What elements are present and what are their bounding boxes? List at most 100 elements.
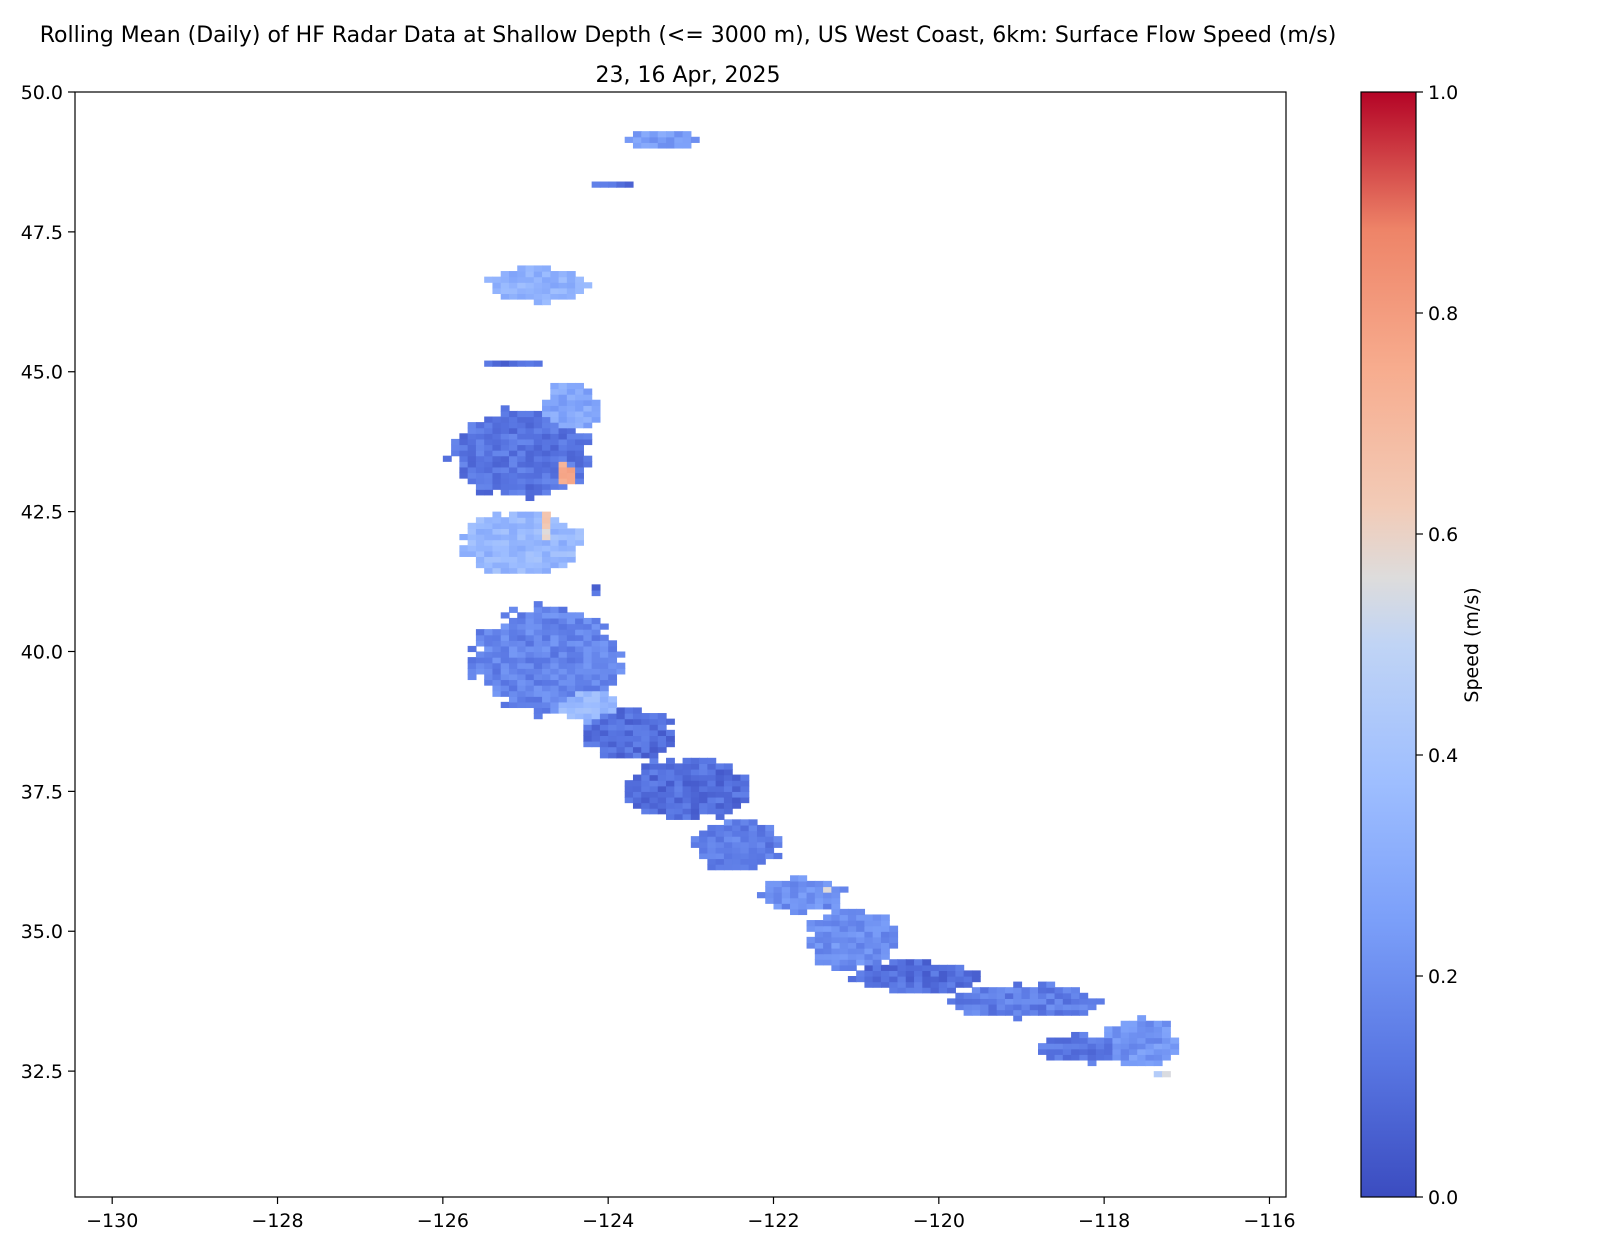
- heatmap-cell: [533, 629, 543, 636]
- heatmap-cell: [500, 293, 510, 300]
- heatmap-cell: [864, 953, 874, 960]
- heatmap-cell: [517, 444, 527, 451]
- heatmap-cell: [566, 651, 576, 658]
- heatmap-cell: [542, 472, 551, 479]
- heatmap-cell: [839, 914, 849, 921]
- heatmap-cell: [847, 942, 857, 949]
- heatmap-cell: [699, 841, 708, 848]
- heatmap-cell: [583, 645, 593, 653]
- heatmap-cell: [591, 399, 601, 406]
- heatmap-cell: [583, 617, 593, 625]
- heatmap-cell: [484, 461, 494, 468]
- heatmap-cell: [641, 746, 651, 753]
- heatmap-cell: [558, 685, 568, 692]
- heatmap-cell: [690, 841, 700, 848]
- heatmap-cell: [814, 920, 824, 927]
- heatmap-cell: [467, 539, 477, 546]
- heatmap-cell: [740, 864, 750, 871]
- heatmap-cell: [550, 651, 560, 658]
- heatmap-cell: [1137, 1059, 1147, 1067]
- heatmap-cell: [542, 550, 551, 557]
- heatmap-cell: [492, 673, 502, 681]
- heatmap-cell: [740, 819, 750, 826]
- heatmap-cell: [492, 450, 502, 457]
- heatmap-cell: [508, 489, 518, 496]
- heatmap-cell: [1104, 1048, 1114, 1055]
- heatmap-cell: [1112, 1048, 1122, 1055]
- heatmap-cell: [748, 858, 758, 865]
- heatmap-cell: [947, 987, 956, 994]
- heatmap-cell: [475, 528, 485, 535]
- heatmap-cell: [583, 651, 593, 658]
- heatmap-cell: [707, 757, 717, 764]
- heatmap-cell: [608, 729, 618, 737]
- heatmap-cell: [814, 931, 824, 938]
- heatmap-cell: [847, 920, 857, 927]
- heatmap-cell: [1062, 987, 1072, 994]
- heatmap-cell: [517, 360, 527, 367]
- heatmap-cell: [856, 936, 866, 944]
- heatmap-cell: [599, 735, 609, 742]
- heatmap-cell: [558, 394, 568, 401]
- heatmap-cell: [1054, 1043, 1064, 1050]
- heatmap-cell: [550, 450, 560, 457]
- y-tick-label: 40.0: [21, 641, 63, 663]
- heatmap-cell: [1029, 1003, 1039, 1011]
- heatmap-cell: [500, 534, 510, 541]
- colorbar-frame: [1360, 91, 1417, 1198]
- heatmap-cell: [492, 662, 502, 669]
- heatmap-cell: [558, 282, 568, 289]
- heatmap-cell: [608, 707, 618, 714]
- heatmap-cell: [575, 276, 584, 283]
- heatmap-cell: [649, 735, 659, 742]
- heatmap-cell: [1145, 1054, 1155, 1061]
- heatmap-cell: [864, 981, 874, 988]
- heatmap-cell: [591, 640, 601, 647]
- heatmap-cell: [558, 606, 568, 613]
- heatmap-cell: [641, 142, 651, 149]
- heatmap-cell: [624, 785, 634, 792]
- heatmap-cell: [525, 556, 535, 563]
- heatmap-cell: [1021, 1003, 1031, 1011]
- heatmap-cell: [484, 651, 494, 658]
- heatmap-cell: [558, 545, 568, 552]
- heatmap-cell: [740, 841, 750, 848]
- heatmap-cell: [641, 791, 651, 798]
- heatmap-cell: [542, 629, 551, 636]
- heatmap-cell: [856, 908, 866, 916]
- heatmap-cell: [484, 444, 494, 451]
- heatmap-cell: [632, 746, 642, 753]
- heatmap-cell: [550, 522, 560, 529]
- heatmap-cell: [740, 847, 750, 854]
- heatmap-cell: [616, 735, 626, 742]
- heatmap-cell: [641, 735, 651, 742]
- heatmap-cell: [649, 713, 659, 720]
- heatmap-cell: [889, 964, 899, 971]
- heatmap-cell: [533, 511, 543, 518]
- heatmap-cell: [566, 534, 576, 541]
- heatmap-cell: [889, 936, 899, 944]
- heatmap-cell: [500, 539, 510, 546]
- heatmap-cell: [550, 461, 560, 468]
- heatmap-cell: [905, 970, 915, 977]
- heatmap-cell: [566, 438, 576, 446]
- heatmap-cell: [616, 707, 626, 714]
- heatmap-cell: [533, 427, 543, 434]
- heatmap-cell: [517, 662, 527, 669]
- heatmap-cell: [558, 617, 568, 625]
- heatmap-cell: [889, 981, 899, 988]
- heatmap-cell: [591, 623, 601, 630]
- heatmap-cell: [864, 942, 874, 949]
- heatmap-cell: [699, 791, 708, 798]
- heatmap-cell: [872, 936, 882, 944]
- heatmap-cell: [500, 478, 510, 485]
- heatmap-cell: [550, 545, 560, 552]
- heatmap-cell: [971, 992, 981, 999]
- heatmap-cell: [517, 634, 527, 641]
- heatmap-cell: [839, 925, 849, 932]
- heatmap-cell: [517, 410, 527, 418]
- heatmap-cell: [756, 892, 766, 899]
- heatmap-cell: [575, 282, 584, 289]
- heatmap-cell: [583, 629, 593, 636]
- heatmap-cell: [971, 970, 981, 977]
